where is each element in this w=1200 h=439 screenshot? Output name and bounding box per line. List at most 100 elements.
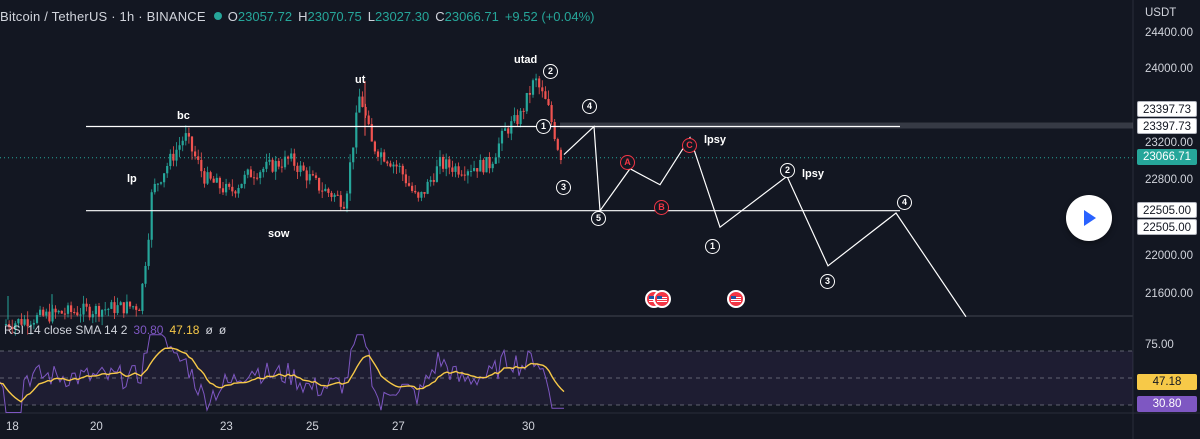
candle-body	[435, 166, 438, 182]
candle-body	[469, 170, 473, 172]
wave-label-3[interactable]: 3	[556, 180, 571, 195]
ohlc-close: C23066.71	[435, 8, 499, 24]
candle-body	[349, 162, 352, 194]
wave-label-c[interactable]: C	[682, 138, 697, 153]
last-price-tag: 23066.71	[1137, 149, 1197, 165]
wave-label-4b[interactable]: 4	[897, 195, 912, 210]
symbol-header: Bitcoin / TetherUS · 1h · BINANCE O23057…	[0, 7, 594, 25]
wyckoff-label-ut[interactable]: ut	[355, 74, 366, 86]
candle-body	[8, 324, 11, 328]
candle-body	[4, 324, 8, 326]
candle-body	[547, 98, 550, 106]
candle-body	[104, 309, 107, 311]
candle-body	[20, 319, 23, 325]
candle-body	[299, 165, 302, 172]
candle-body	[513, 115, 516, 122]
candle-body	[240, 183, 243, 189]
wave-label-2b[interactable]: 2	[780, 163, 795, 178]
candle-body	[14, 323, 17, 329]
candle-body	[333, 194, 336, 197]
wave-label-2[interactable]: 2	[543, 64, 558, 79]
economic-event-icon[interactable]	[727, 290, 745, 308]
price-change: +9.52 (+0.04%)	[504, 8, 595, 24]
candle-body	[166, 165, 169, 174]
candle-body	[538, 78, 541, 88]
price-tick: 23200.00	[1145, 137, 1193, 149]
candle-body	[116, 305, 119, 314]
candle-body	[414, 190, 417, 193]
wave-label-4[interactable]: 4	[582, 99, 597, 114]
candle-body	[507, 128, 510, 134]
candle-body	[311, 174, 314, 176]
candle-body	[525, 92, 528, 112]
candle-body	[324, 188, 327, 192]
candle-body	[423, 192, 426, 194]
candle-body	[429, 179, 432, 182]
ohlc-open: O23057.72	[227, 8, 293, 24]
economic-event-icon[interactable]	[653, 290, 671, 308]
candle-body	[147, 239, 150, 266]
wave-label-a[interactable]: A	[620, 155, 635, 170]
rsi-sma-value: 47.18	[169, 323, 200, 337]
wave-label-1[interactable]: 1	[536, 119, 551, 134]
wyckoff-label-utad[interactable]: utad	[514, 54, 538, 66]
candle-body	[358, 96, 361, 113]
rsi-title[interactable]: RSI 14 close SMA 14 2	[4, 323, 128, 337]
candle-body	[23, 319, 26, 325]
support-level-tag-b[interactable]: 22505.00	[1137, 219, 1197, 235]
candle-body	[110, 302, 113, 309]
rsi-legend: RSI 14 close SMA 14 2 30.80 47.18 ø ø	[4, 323, 226, 337]
candle-body	[339, 195, 342, 207]
candle-body	[497, 143, 500, 158]
wyckoff-label-lpsy[interactable]: lpsy	[704, 134, 727, 146]
candle-body	[101, 309, 104, 317]
wyckoff-label-bc[interactable]: bc	[177, 110, 190, 122]
wyckoff-label-sow[interactable]: sow	[268, 228, 290, 240]
wyckoff-label-lp[interactable]: lp	[127, 173, 137, 185]
wave-label-1b[interactable]: 1	[705, 239, 720, 254]
resistance-level-tag-b[interactable]: 23397.73	[1137, 118, 1197, 134]
candle-body	[128, 301, 132, 307]
candle-body	[327, 188, 330, 193]
wave-label-b[interactable]: B	[654, 200, 669, 215]
candle-body	[63, 313, 66, 315]
candle-body	[215, 177, 218, 183]
candle-body	[262, 168, 265, 173]
candle-body	[97, 306, 101, 317]
time-tick: 18	[6, 421, 19, 433]
candle-body	[122, 302, 125, 314]
candle-body	[479, 159, 482, 172]
candle-body	[159, 182, 163, 184]
support-level-tag-a[interactable]: 22505.00	[1137, 202, 1197, 218]
resistance-level-tag-a[interactable]: 23397.73	[1137, 101, 1197, 117]
time-tick: 30	[522, 421, 535, 433]
candle-body	[389, 163, 392, 167]
candle-body	[32, 322, 35, 325]
candle-body	[85, 303, 88, 307]
candle-body	[541, 87, 544, 92]
rsi-extra-1: ø	[205, 323, 213, 337]
candle-body	[119, 302, 122, 306]
price-tick: 21600.00	[1145, 288, 1193, 300]
candle-body	[178, 145, 181, 150]
candle-body	[76, 312, 79, 316]
candle-body	[531, 80, 535, 95]
candle-body	[398, 165, 401, 167]
wave-label-5[interactable]: 5	[591, 211, 606, 226]
candle-body	[460, 174, 463, 176]
candle-body	[172, 153, 175, 161]
candle-body	[370, 124, 373, 142]
replay-play-button[interactable]	[1066, 195, 1112, 241]
candle-body	[138, 309, 141, 311]
symbol-title[interactable]: Bitcoin / TetherUS · 1h · BINANCE	[0, 8, 206, 24]
candle-body	[57, 310, 60, 313]
wyckoff-label-lpsy-2[interactable]: lpsy	[802, 168, 825, 180]
price-tick: 22000.00	[1145, 250, 1193, 262]
candle-body	[144, 265, 147, 284]
candle-body	[259, 172, 262, 179]
candle-body	[426, 181, 429, 194]
candle-body	[466, 171, 469, 176]
wave-label-3b[interactable]: 3	[820, 274, 835, 289]
candle-body	[268, 159, 271, 162]
